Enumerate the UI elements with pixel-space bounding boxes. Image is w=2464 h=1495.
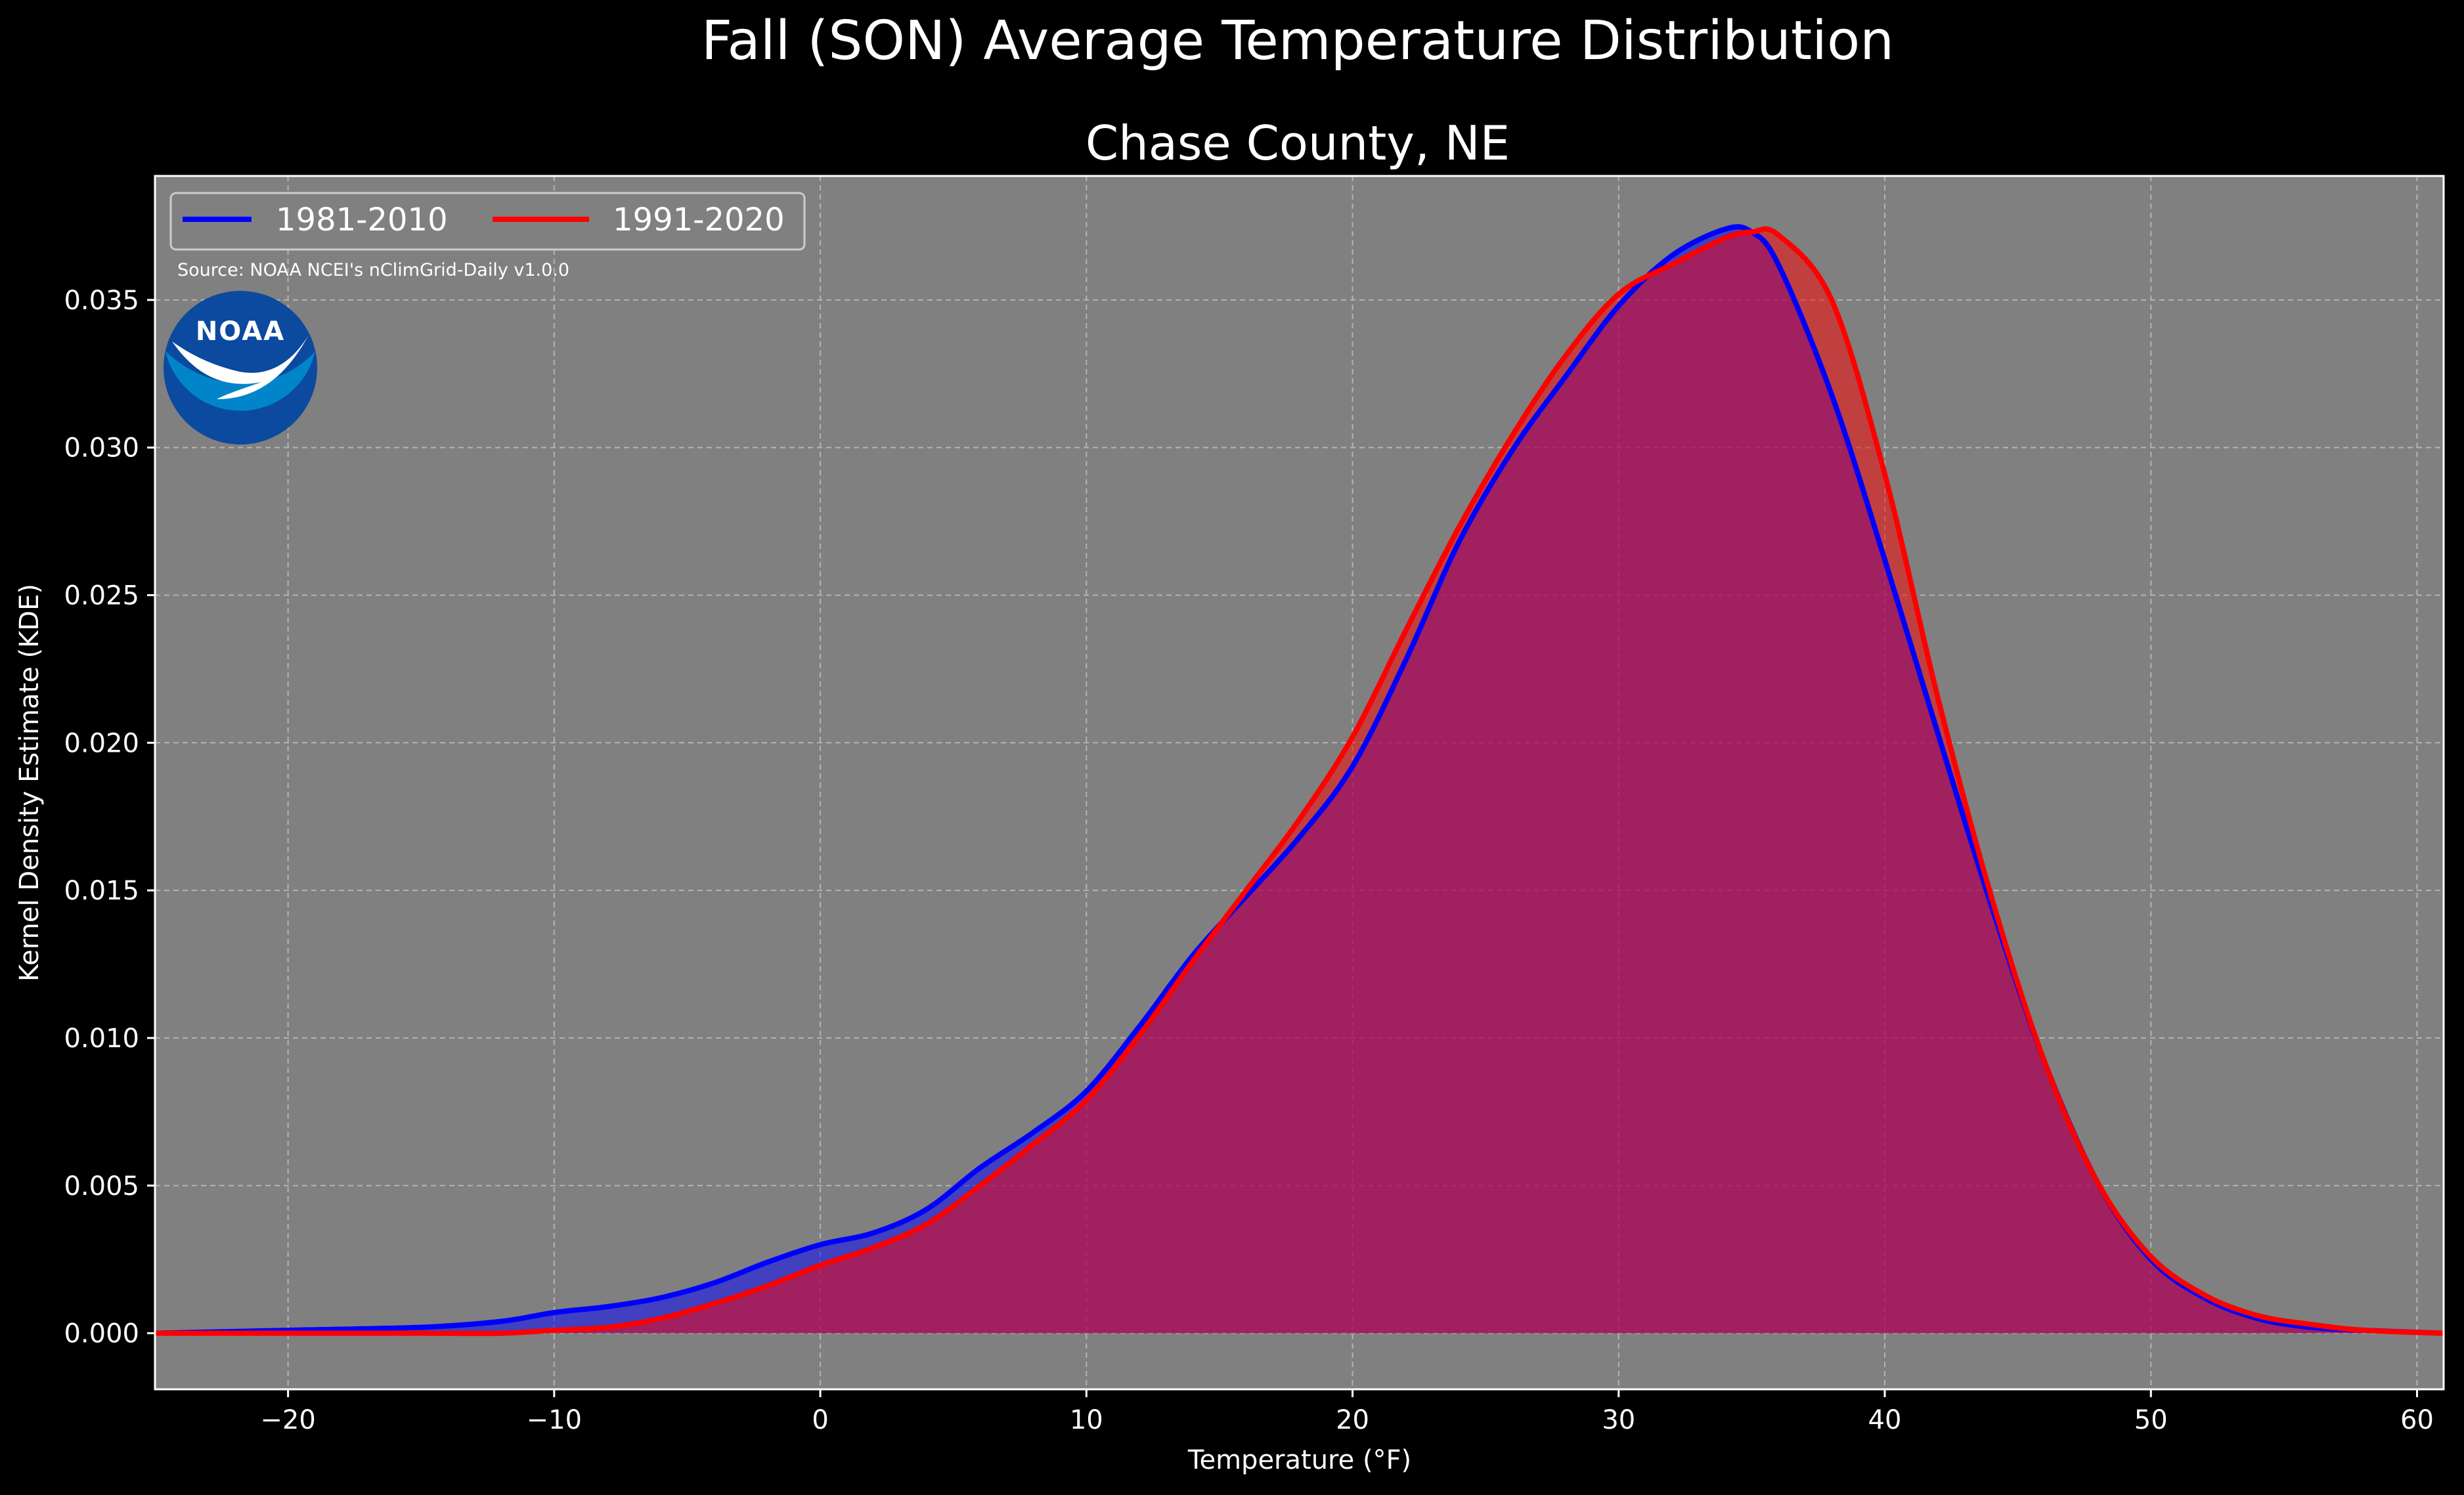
x-tick-label: 10: [1070, 1405, 1103, 1435]
y-tick-label: 0.010: [64, 1024, 139, 1054]
noaa-logo-bird-icon: [172, 335, 309, 399]
x-tick-label: 30: [1602, 1405, 1635, 1435]
x-axis-ticks: −20 −10 0 10 20 30 40 50 60: [260, 1389, 2434, 1435]
x-tick-label: 0: [812, 1405, 828, 1435]
area-fills: [155, 227, 2444, 1333]
y-tick-label: 0.015: [64, 876, 139, 906]
legend-label-1991-2020: 1991-2020: [613, 202, 785, 238]
series-lines: [154, 224, 2444, 1336]
chart-subtitle: Chase County, NE: [1086, 116, 1510, 171]
x-tick-label: −20: [260, 1405, 315, 1435]
noaa-logo: NOAA: [164, 291, 317, 444]
y-axis-ticks: 0.000 0.005 0.010 0.015 0.020 0.025 0.030 0.035: [64, 286, 155, 1349]
y-tick-label: 0.020: [64, 728, 139, 758]
legend-box: [169, 192, 806, 251]
legend-label-1981-2010: 1981-2010: [276, 202, 448, 238]
x-tick-label: 40: [1868, 1405, 1902, 1435]
source-annotation: Source: NOAA NCEI's nClimGrid-Daily v1.0…: [177, 260, 569, 280]
y-tick-label: 0.005: [64, 1171, 139, 1202]
y-tick-label: 0.030: [64, 433, 139, 464]
x-axis-label: Temperature (°F): [1187, 1445, 1411, 1475]
x-tick-label: 20: [1336, 1405, 1369, 1435]
chart-title: Fall (SON) Average Temperature Distribut…: [701, 10, 1894, 72]
y-tick-label: 0.000: [64, 1319, 139, 1349]
x-tick-label: −10: [527, 1405, 582, 1435]
x-tick-label: 50: [2134, 1405, 2168, 1435]
y-tick-label: 0.035: [64, 286, 139, 316]
plot-frame: [154, 175, 2445, 1391]
noaa-logo-lower: [165, 351, 315, 411]
y-axis-label: Kernel Density Estimate (KDE): [14, 584, 45, 982]
x-tick-label: 60: [2400, 1405, 2434, 1435]
series-line-1991-2020: [155, 226, 2444, 1336]
legend: 1981-2010 1991-2020: [169, 192, 806, 251]
noaa-logo-outer: [164, 291, 317, 444]
noaa-logo-text: NOAA: [196, 316, 285, 347]
area-fill-1991-2020: [155, 228, 2444, 1333]
y-tick-label: 0.025: [64, 580, 139, 611]
